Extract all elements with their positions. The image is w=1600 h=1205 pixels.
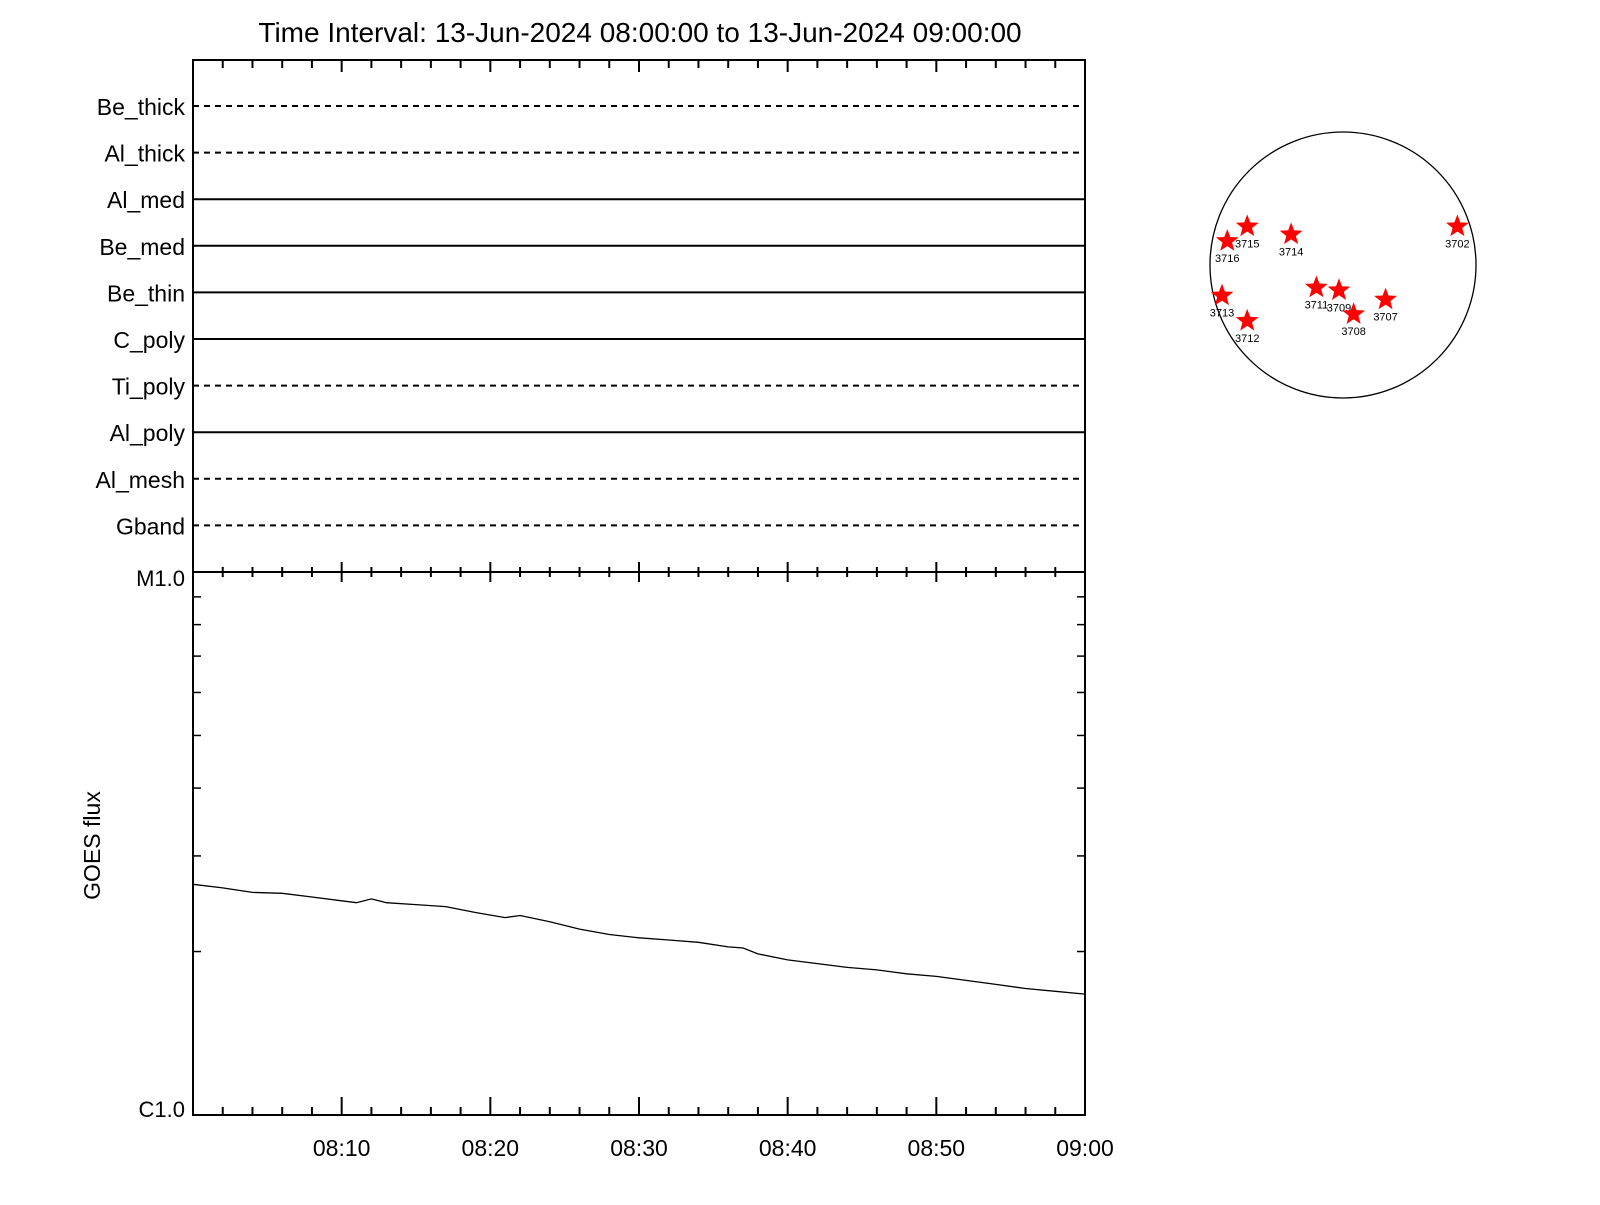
x-tick-label: 08:20 xyxy=(462,1135,520,1161)
channel-panel: Be_thick Al_thick Al_med Be_med Be_thin C_pol… xyxy=(96,59,1086,582)
channel-label: C_poly xyxy=(113,327,185,353)
active-region-label: 3715 xyxy=(1235,238,1259,250)
channel-label: Be_thick xyxy=(97,94,186,120)
channel-label: Al_thick xyxy=(104,141,185,167)
channel-label: Ti_poly xyxy=(112,374,186,400)
x-tick-label: 08:10 xyxy=(313,1135,371,1161)
goes-panel-frame xyxy=(192,571,1086,1116)
active-region-star xyxy=(1235,308,1259,331)
active-region-label: 3711 xyxy=(1305,300,1329,312)
channel-label: Al_mesh xyxy=(96,467,185,493)
active-region-star xyxy=(1210,283,1234,306)
active-region-star xyxy=(1374,287,1397,310)
channel-label: Al_poly xyxy=(110,420,186,446)
y-tick-label: C1.0 xyxy=(139,1097,185,1122)
active-region-label: 3713 xyxy=(1210,308,1234,320)
active-region-star xyxy=(1215,229,1239,251)
channel-label: Be_thin xyxy=(107,280,185,306)
x-tick-label: 08:40 xyxy=(759,1135,817,1161)
y-tick-label: M1.0 xyxy=(136,566,185,591)
x-tick-label: 08:50 xyxy=(908,1135,966,1161)
active-region-star xyxy=(1279,222,1303,245)
active-region-label: 3716 xyxy=(1215,253,1239,265)
active-region-label: 3702 xyxy=(1445,238,1469,250)
active-region-label: 3714 xyxy=(1279,246,1303,258)
active-region-label: 3707 xyxy=(1373,312,1397,324)
x-tick-label: 08:30 xyxy=(610,1135,668,1161)
channel-label: Al_med xyxy=(107,187,185,213)
channel-label: Be_med xyxy=(99,234,185,260)
goes-flux-line xyxy=(192,883,1086,995)
y-axis-label: GOES flux xyxy=(79,791,105,900)
solar-disk-outline xyxy=(1209,131,1477,399)
active-region-label: 3712 xyxy=(1235,333,1259,345)
active-region-label: 3708 xyxy=(1341,326,1365,338)
active-region-star xyxy=(1342,302,1366,324)
channel-label: Gband xyxy=(116,513,185,539)
active-region-star xyxy=(1327,278,1351,300)
goes-flux-panel: M1.0 C1.0 GOES flux 08:10 08:20 08:30 08:40 08:… xyxy=(79,566,1114,1161)
x-tick-label: 09:00 xyxy=(1056,1135,1114,1161)
active-region-star xyxy=(1305,275,1328,298)
channel-panel-frame xyxy=(192,59,1086,573)
active-region-star xyxy=(1235,214,1259,237)
active-region-star xyxy=(1446,214,1469,237)
chart-title: Time Interval: 13-Jun-2024 08:00:00 to 1… xyxy=(258,17,1021,48)
